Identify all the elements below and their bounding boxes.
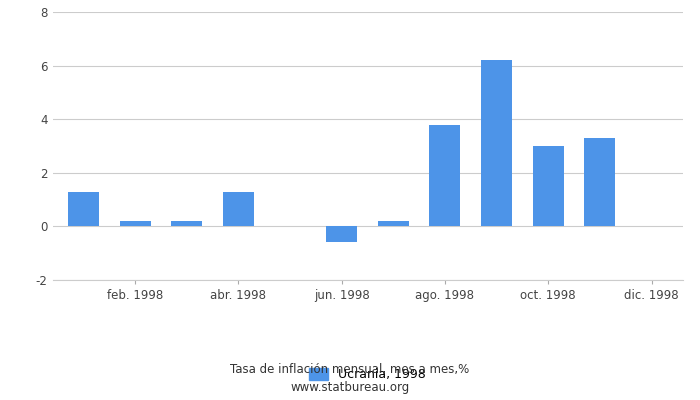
Bar: [223, 192, 254, 226]
Bar: [481, 60, 512, 226]
Text: Tasa de inflación mensual, mes a mes,%: Tasa de inflación mensual, mes a mes,%: [230, 364, 470, 376]
Bar: [172, 221, 202, 226]
Bar: [584, 138, 615, 226]
Text: www.statbureau.org: www.statbureau.org: [290, 382, 410, 394]
Bar: [378, 221, 409, 226]
Legend: Ucrania, 1998: Ucrania, 1998: [304, 363, 430, 386]
Bar: [68, 192, 99, 226]
Bar: [430, 124, 461, 226]
Bar: [120, 221, 150, 226]
Bar: [326, 226, 357, 242]
Bar: [533, 146, 564, 226]
